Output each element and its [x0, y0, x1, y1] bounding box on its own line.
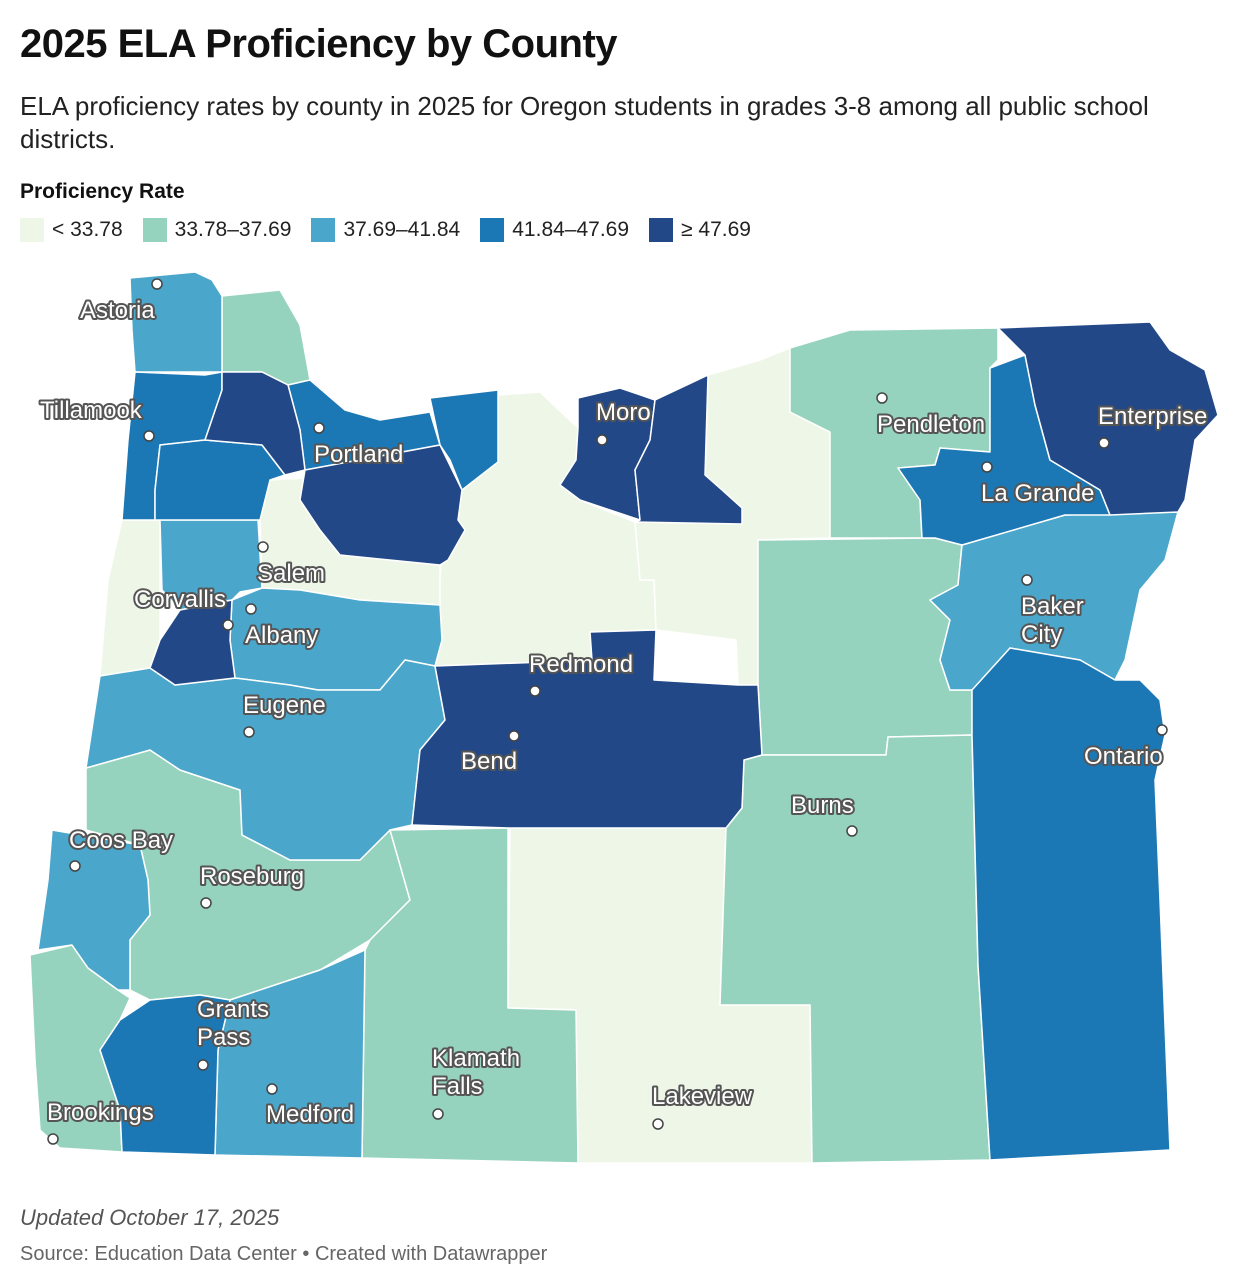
city-label-redmond: Redmond	[529, 651, 633, 678]
city-dot-brookings	[47, 1133, 59, 1145]
city-dot-astoria	[151, 278, 163, 290]
city-label-astoria: Astoria	[80, 297, 155, 324]
city-dot-eugene	[243, 726, 255, 738]
county-columbia[interactable]	[221, 289, 311, 386]
city-label-moro: Moro	[596, 399, 651, 426]
city-dot-tillamook	[143, 430, 155, 442]
city-dot-ontario	[1156, 724, 1168, 736]
legend-label: 33.78–37.69	[174, 218, 292, 241]
city-label-brookings: Brookings	[47, 1099, 154, 1126]
legend-item-bin-3: 37.69–41.84	[311, 218, 460, 242]
map-subtitle: ELA proficiency rates by county in 2025 …	[20, 91, 1149, 154]
city-labels: Astoria Tillamook Portland Moro Pendleto…	[38, 295, 1209, 1130]
county-klamath[interactable]	[361, 827, 579, 1164]
city-label-tillamook: Tillamook	[40, 397, 143, 424]
county-wheeler-gilliam[interactable]	[634, 374, 743, 525]
legend-swatch	[311, 218, 336, 242]
city-label-line: Klamath	[432, 1045, 520, 1072]
city-dot-burns	[846, 825, 858, 837]
city-dot-moro	[596, 434, 608, 446]
legend-label: 41.84–47.69	[512, 218, 630, 241]
city-label-line: Falls	[432, 1073, 483, 1100]
city-label-bend: Bend	[461, 748, 517, 775]
county-washington[interactable]	[204, 371, 306, 476]
legend-swatch	[649, 218, 674, 242]
city-label-lakeview: Lakeview	[652, 1083, 753, 1110]
legend-swatch	[142, 218, 167, 242]
city-label-medford: Medford	[266, 1101, 354, 1128]
city-dot-salem	[257, 541, 269, 553]
legend-label: ≥ 47.69	[681, 218, 751, 241]
city-label-line: Grants	[197, 996, 269, 1023]
city-dot-pendleton	[876, 392, 888, 404]
legend-swatch	[480, 218, 505, 242]
city-label-roseburg: Roseburg	[200, 863, 304, 890]
legend-label: < 33.78	[52, 218, 123, 241]
county-coos[interactable]	[37, 829, 151, 991]
city-dot-redmond	[529, 685, 541, 697]
city-dot-baker-city	[1021, 574, 1033, 586]
county-malheur[interactable]	[971, 647, 1171, 1161]
county-deschutes-crook[interactable]	[411, 629, 763, 829]
city-label-eugene: Eugene	[243, 692, 326, 719]
county-clatsop[interactable]	[129, 271, 223, 373]
city-dot-klamath-falls	[432, 1108, 444, 1120]
county-grant[interactable]	[757, 537, 973, 756]
city-label-baker-city: Baker City	[1021, 593, 1084, 648]
city-label-line: Baker	[1021, 593, 1084, 620]
county-polk[interactable]	[159, 519, 263, 611]
legend-item-bin-4: 41.84–47.69	[480, 218, 629, 242]
city-dot-la-grande	[981, 461, 993, 473]
city-label-line: Pass	[197, 1024, 250, 1051]
city-label-pendleton: Pendleton	[877, 411, 985, 438]
city-dot-albany	[245, 603, 257, 615]
legend: < 33.78 33.78–37.69 37.69–41.84 41.84–47…	[20, 218, 771, 242]
legend-title: Proficiency Rate	[20, 180, 185, 203]
counties	[29, 271, 1219, 1164]
county-josephine[interactable]	[99, 994, 231, 1156]
city-dot-bend	[508, 730, 520, 742]
city-label-line: City	[1021, 621, 1062, 648]
city-dot-corvallis	[222, 619, 234, 631]
city-label-albany: Albany	[245, 622, 318, 649]
footer-source: Source: Education Data Center • Created …	[20, 1243, 548, 1265]
city-dot-portland	[313, 422, 325, 434]
city-label-corvallis: Corvallis	[134, 586, 226, 613]
footer-updated: Updated October 17, 2025	[20, 1205, 280, 1230]
city-dot-lakeview	[652, 1118, 664, 1130]
county-benton[interactable]	[149, 599, 236, 686]
city-label-coos-bay: Coos Bay	[69, 827, 173, 854]
map-title: 2025 ELA Proficiency by County	[20, 22, 618, 66]
city-dot-enterprise	[1098, 437, 1110, 449]
county-clackamas[interactable]	[299, 444, 466, 566]
city-markers	[47, 278, 1168, 1145]
city-dot-grants-pass	[197, 1059, 209, 1071]
city-dot-coos-bay	[69, 860, 81, 872]
city-label-enterprise: Enterprise	[1098, 403, 1207, 430]
legend-item-bin-1: < 33.78	[20, 218, 123, 242]
city-dot-medford	[266, 1083, 278, 1095]
city-label-grants-pass: Grants Pass	[197, 996, 269, 1051]
city-label-salem: Salem	[257, 560, 325, 587]
city-label-burns: Burns	[791, 792, 854, 819]
city-label-klamath-falls: Klamath Falls	[432, 1045, 520, 1100]
legend-swatch	[20, 218, 44, 242]
city-label-portland: Portland	[314, 441, 403, 468]
city-dot-roseburg	[200, 897, 212, 909]
oregon-county-map: Astoria Tillamook Portland Moro Pendleto…	[29, 271, 1219, 1164]
legend-label: 37.69–41.84	[343, 218, 461, 241]
legend-item-bin-2: 33.78–37.69	[142, 218, 292, 242]
city-label-ontario: Ontario	[1084, 743, 1163, 770]
city-label-la-grande: La Grande	[981, 480, 1094, 507]
legend-item-bin-5: ≥ 47.69	[649, 218, 751, 242]
county-wallowa[interactable]	[997, 321, 1219, 516]
